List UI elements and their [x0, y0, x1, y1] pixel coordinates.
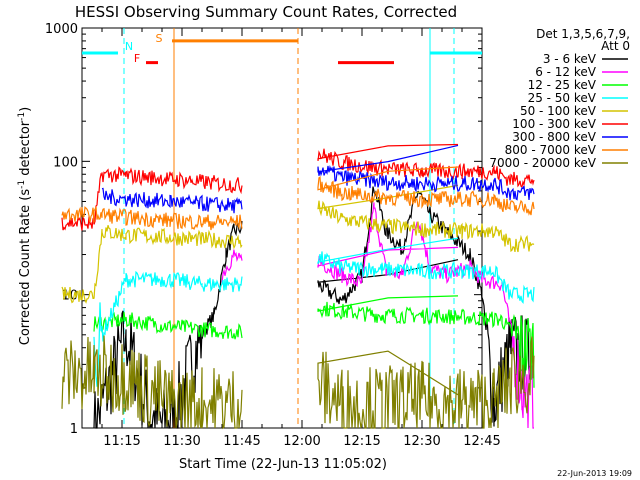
- series-line: [61, 206, 243, 231]
- legend-entry-label: 300 - 800 keV: [512, 130, 596, 144]
- series-line: [61, 335, 243, 430]
- y-tick-label: 1000: [45, 22, 78, 37]
- legend-entry-label: 6 - 12 keV: [535, 65, 597, 79]
- series-line: [317, 166, 535, 216]
- legend-header: Det 1,3,5,6,7,9,: [536, 27, 630, 41]
- x-tick-label: 11:45: [223, 434, 260, 449]
- legend-header: Att 0: [601, 39, 630, 53]
- series-line: [93, 221, 243, 429]
- footer-date: 22-Jun-2013 19:09: [557, 469, 632, 478]
- series-line: [317, 144, 535, 201]
- series-line: [101, 187, 243, 214]
- flag-label: S: [156, 32, 163, 45]
- series-line: [317, 295, 535, 388]
- series-line: [221, 249, 243, 283]
- series-line: [317, 184, 535, 253]
- legend-entry-label: 12 - 25 keV: [528, 78, 597, 92]
- x-tick-label: 11:15: [103, 434, 140, 449]
- legend-entry-label: 800 - 7000 keV: [505, 143, 597, 157]
- x-tick-label: 12:00: [283, 434, 320, 449]
- x-tick-label: 11:30: [163, 434, 200, 449]
- series-line: [93, 312, 243, 340]
- x-tick-label: 12:45: [463, 434, 500, 449]
- chart-title: HESSI Observing Summary Count Rates, Cor…: [75, 3, 457, 21]
- flag-label: F: [134, 52, 140, 65]
- series-line: [317, 336, 535, 429]
- legend-entry-label: 100 - 300 keV: [512, 117, 596, 131]
- series-line: [61, 225, 243, 304]
- legend-entry-label: 7000 - 20000 keV: [489, 156, 596, 170]
- y-tick-label: 100: [53, 155, 78, 170]
- legend-entry-label: 3 - 6 keV: [543, 52, 597, 66]
- y-axis-label: Corrected Count Rate (s-1 detector-1): [17, 107, 33, 345]
- legend-entry-label: 50 - 100 keV: [520, 104, 597, 118]
- x-tick-label: 12:15: [343, 434, 380, 449]
- flag-label: N: [125, 40, 133, 53]
- series-line: [61, 166, 243, 231]
- x-axis-label: Start Time (22-Jun-13 11:05:02): [179, 457, 387, 472]
- series-line: [317, 237, 535, 304]
- series-line: [93, 270, 243, 387]
- legend-entry-label: 25 - 50 keV: [528, 91, 597, 105]
- y-tick-label: 1: [70, 422, 78, 437]
- series-line: [317, 143, 535, 188]
- series-line: [317, 202, 534, 429]
- x-tick-label: 12:30: [403, 434, 440, 449]
